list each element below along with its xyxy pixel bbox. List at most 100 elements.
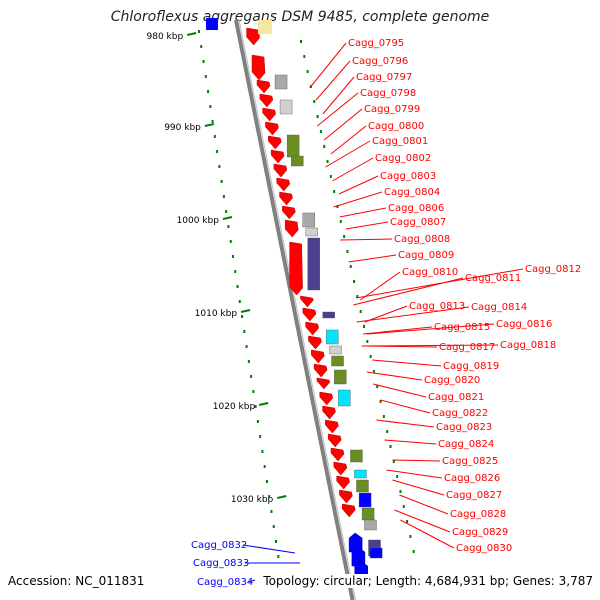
- gene-label-cagg-0804: Cagg_0804: [384, 187, 440, 198]
- ring-dot: [207, 90, 210, 93]
- cog-block: [369, 547, 383, 559]
- cog-block: [358, 492, 372, 508]
- leader-line: [325, 140, 371, 168]
- leader-line: [366, 371, 423, 381]
- ring-dot: [225, 210, 228, 213]
- accession-text: Accession: NC_011831: [8, 574, 145, 588]
- leader-line: [384, 439, 437, 445]
- gene-label-cagg-0824: Cagg_0824: [438, 439, 494, 450]
- ring-dot: [252, 390, 255, 393]
- cog-block: [331, 355, 344, 367]
- leader-line: [400, 519, 455, 549]
- leader-line: [309, 42, 347, 89]
- forward-gene-arrow: [322, 405, 336, 420]
- ring-dot: [263, 465, 266, 468]
- ring-dot: [275, 540, 278, 543]
- forward-gene-arrow: [342, 503, 356, 518]
- leader-line: [380, 399, 431, 414]
- ring-dot: [268, 495, 271, 498]
- gene-label-cagg-0822: Cagg_0822: [432, 408, 488, 419]
- forward-gene-arrow: [336, 475, 350, 490]
- ring-dot: [306, 70, 309, 73]
- gene-label-cagg-0816: Cagg_0816: [496, 319, 552, 330]
- ring-dot: [382, 415, 385, 418]
- cog-block: [291, 155, 304, 167]
- ring-dot: [254, 405, 257, 408]
- forward-gene-arrow: [325, 419, 339, 434]
- genome-title: Chloroflexus aggregans DSM 9485, complet…: [110, 9, 490, 25]
- ring-dot: [409, 535, 412, 538]
- kbp-tick-label: 990 kbp: [164, 123, 201, 133]
- ring-dot: [272, 525, 275, 528]
- gene-label-cagg-0796: Cagg_0796: [352, 56, 408, 67]
- leader-line: [392, 479, 445, 496]
- forward-gene-arrow: [319, 391, 334, 406]
- reverse-gene-arrow: [206, 18, 218, 30]
- ring-dot: [218, 165, 221, 168]
- forward-gene-arrow: [289, 241, 303, 296]
- leader-line: [394, 509, 451, 533]
- ring-dot: [222, 195, 225, 198]
- cog-block: [356, 479, 369, 493]
- ring-dot: [202, 60, 205, 63]
- gene-track: [206, 18, 368, 581]
- leader-line: [330, 125, 367, 155]
- cog-block: [274, 74, 288, 90]
- kbp-tick-label: 1020 kbp: [213, 402, 256, 412]
- cog-block: [258, 20, 272, 34]
- leader-line: [372, 359, 442, 367]
- forward-gene-arrow: [284, 219, 299, 238]
- cog-block: [302, 212, 315, 228]
- ring-dot: [366, 340, 369, 343]
- leader-line: [365, 344, 499, 347]
- forward-gene-arrow: [256, 79, 271, 94]
- leader-line: [345, 221, 389, 230]
- ring-dot: [303, 55, 306, 58]
- ring-dot: [323, 145, 326, 148]
- ring-dot: [198, 30, 200, 33]
- ring-dot: [359, 310, 362, 313]
- gene-label-cagg-0812: Cagg_0812: [525, 264, 581, 275]
- label-leaders: [242, 42, 524, 583]
- ring-dot: [236, 285, 239, 288]
- forward-gene-arrow: [246, 27, 260, 46]
- ring-dot: [356, 295, 359, 298]
- cog-block: [307, 237, 321, 291]
- gene-label-cagg-0813: Cagg_0813: [409, 301, 465, 312]
- ring-dot: [243, 330, 246, 333]
- ring-dot: [376, 385, 379, 388]
- ring-dot: [231, 255, 234, 258]
- kbp-tick-mark: [204, 123, 215, 127]
- gene-label-cagg-0823: Cagg_0823: [436, 422, 492, 433]
- gene-label-cagg-0795: Cagg_0795: [348, 38, 404, 49]
- forward-gene-arrow: [268, 135, 282, 150]
- ring-dot: [339, 220, 342, 223]
- gene-label-cagg-0832: Cagg_0832: [191, 540, 247, 551]
- gene-label-cagg-0826: Cagg_0826: [444, 473, 500, 484]
- cog-block: [305, 227, 318, 237]
- ring-dot: [353, 280, 356, 283]
- ring-dot: [406, 520, 409, 523]
- cog-block: [279, 99, 293, 115]
- leader-line: [322, 76, 355, 115]
- leader-line: [367, 323, 495, 335]
- leader-line: [248, 579, 256, 583]
- leader-line: [386, 469, 443, 479]
- forward-gene-arrow: [276, 177, 291, 192]
- cog-track: [258, 20, 383, 559]
- gene-label-cagg-0820: Cagg_0820: [424, 375, 480, 386]
- cog-block: [322, 311, 335, 319]
- ring-dot: [220, 180, 223, 183]
- gene-label-cagg-0798: Cagg_0798: [360, 88, 416, 99]
- leader-line: [348, 254, 397, 263]
- ring-dot: [319, 130, 322, 133]
- forward-gene-arrow: [316, 377, 331, 390]
- ring-dot: [277, 555, 280, 558]
- leader-line: [356, 306, 470, 323]
- cog-block: [326, 329, 339, 345]
- leader-line: [315, 60, 351, 101]
- leader-line: [364, 305, 408, 323]
- gene-label-cagg-0821: Cagg_0821: [428, 392, 484, 403]
- cog-block: [364, 519, 377, 531]
- ring-dot: [333, 190, 336, 193]
